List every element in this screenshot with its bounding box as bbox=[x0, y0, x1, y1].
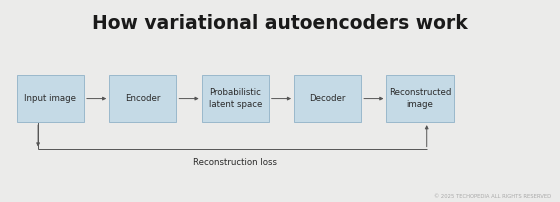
Text: How variational autoencoders work: How variational autoencoders work bbox=[92, 14, 468, 33]
FancyBboxPatch shape bbox=[386, 75, 454, 122]
Text: Reconstructed
image: Reconstructed image bbox=[389, 88, 451, 109]
Text: Decoder: Decoder bbox=[310, 94, 346, 103]
FancyBboxPatch shape bbox=[17, 75, 84, 122]
FancyBboxPatch shape bbox=[109, 75, 176, 122]
FancyBboxPatch shape bbox=[202, 75, 269, 122]
Text: Input image: Input image bbox=[25, 94, 76, 103]
Text: Probabilistic
latent space: Probabilistic latent space bbox=[208, 88, 262, 109]
Text: Reconstruction loss: Reconstruction loss bbox=[193, 158, 277, 167]
Text: © 2025 TECHOPEDIA ALL RIGHTS RESERVED: © 2025 TECHOPEDIA ALL RIGHTS RESERVED bbox=[435, 194, 552, 199]
FancyBboxPatch shape bbox=[294, 75, 361, 122]
Text: Encoder: Encoder bbox=[125, 94, 161, 103]
